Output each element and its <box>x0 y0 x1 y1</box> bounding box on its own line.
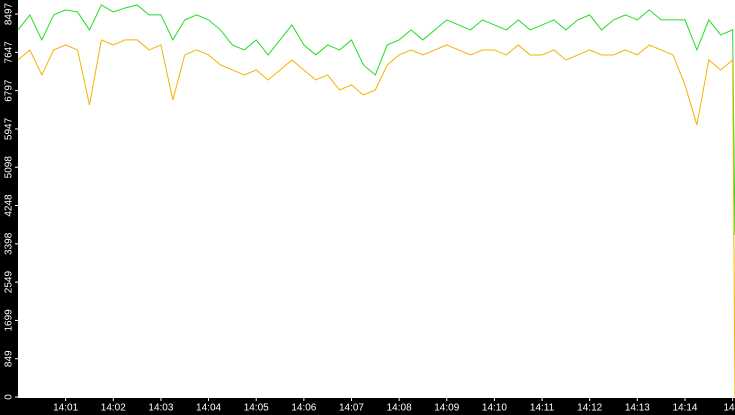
y-tick-label: 2549 <box>4 271 15 294</box>
y-tick-label: 5098 <box>4 156 15 179</box>
y-tick-label: 4248 <box>4 194 15 217</box>
x-tick-label: 14:01 <box>53 403 78 414</box>
y-tick-label: 7647 <box>4 41 15 64</box>
x-tick-label: 14:09 <box>434 403 459 414</box>
x-tick-label: 14:06 <box>291 403 316 414</box>
x-tick-label: 14:02 <box>101 403 126 414</box>
y-tick-label: 849 <box>4 350 15 367</box>
y-tick-label: 5947 <box>4 117 15 140</box>
y-tick-label: 8497 <box>4 2 15 25</box>
series-line <box>17 39 735 398</box>
x-tick-label: 14:04 <box>196 403 221 414</box>
x-tick-label: 14:13 <box>625 403 650 414</box>
x-tick-label: 14:10 <box>482 403 507 414</box>
y-tick-label: 1699 <box>4 309 15 332</box>
x-tick-label: 14:05 <box>244 403 269 414</box>
x-tick-label: 14 <box>723 403 735 414</box>
x-tick-label: 14:11 <box>530 403 555 414</box>
x-tick-label: 14:08 <box>387 403 412 414</box>
y-tick-label: 6797 <box>4 79 15 102</box>
series-line <box>17 4 735 235</box>
x-tick-label: 14:14 <box>672 403 697 414</box>
y-tick-label: 0 <box>4 394 15 400</box>
x-tick-label: 14:07 <box>339 403 364 414</box>
x-tick-label: 14:03 <box>148 403 173 414</box>
x-tick-label: 14:12 <box>577 403 602 414</box>
plot-area <box>18 0 735 398</box>
y-tick-label: 3398 <box>4 232 15 255</box>
